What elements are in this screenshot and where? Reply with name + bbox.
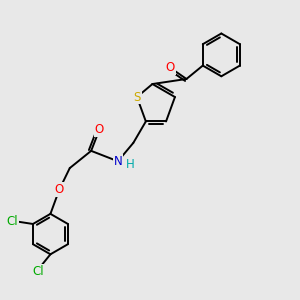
Text: O: O [166,61,175,74]
Text: S: S [133,91,141,103]
Text: Cl: Cl [6,214,18,227]
Text: N: N [113,155,122,168]
Text: O: O [55,183,64,196]
Text: O: O [95,123,104,136]
Text: Cl: Cl [32,265,44,278]
Text: H: H [126,158,135,171]
